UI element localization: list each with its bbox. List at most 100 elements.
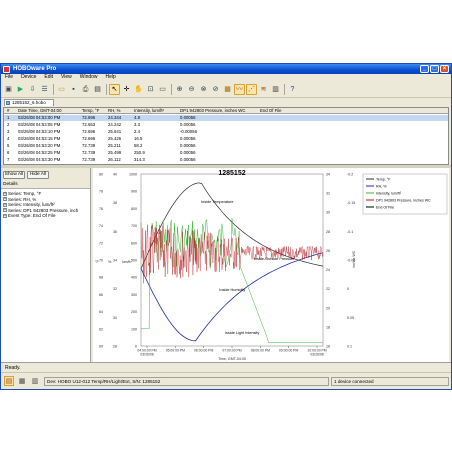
tree-item-intensity[interactable]: + Series: Intensity, lum/ft² xyxy=(3,202,55,207)
show-all-button[interactable]: Show All xyxy=(3,171,25,179)
tick-label: 30 xyxy=(113,316,117,320)
cell-datetime: 03/26/08 04:53:15 PM xyxy=(18,136,61,141)
save-icon[interactable]: ▪ xyxy=(72,86,75,93)
graph-view-icon[interactable]: ▤ xyxy=(4,376,14,386)
axis-label-pressure: inches WC xyxy=(352,250,356,268)
cell-datetime: 03/26/08 04:53:25 PM xyxy=(18,150,61,155)
print-icon[interactable]: ⎙ xyxy=(82,86,89,93)
table-row[interactable]: 7 03/26/08 04:53:30 PM 72.739 26.112 314.3 0.… xyxy=(4,157,448,163)
crosshair-icon[interactable]: ✛ xyxy=(123,86,130,93)
pane-splitter[interactable] xyxy=(1,165,451,168)
readout-icon[interactable]: ⇩ xyxy=(29,86,36,93)
marker-icon[interactable]: ⋰ xyxy=(246,84,257,95)
tick-label: 900 xyxy=(131,190,137,194)
cell-index: 6 xyxy=(7,150,10,155)
tree-item-temp[interactable]: + Series: Temp, °F xyxy=(3,191,42,196)
cell-pressure: 0.00056 xyxy=(180,150,196,155)
tick-label: 40 xyxy=(113,173,117,177)
tick-label: 72 xyxy=(99,241,103,245)
table-row[interactable]: 5 03/26/08 04:53:20 PM 72.739 25.211 58.2 0.0… xyxy=(4,143,448,149)
line-style-icon[interactable]: 〰 xyxy=(234,84,245,95)
graph-svg[interactable]: 1285152 60 62 64 66 68 70 72 74 76 78 80 28 30 32 34 36 3… xyxy=(93,168,449,362)
legend-icon[interactable]: ≋ xyxy=(260,86,267,93)
toolbar-separator xyxy=(106,84,107,95)
series-rh-line xyxy=(140,252,324,342)
toolbar-separator xyxy=(53,84,54,95)
expand-icon[interactable]: + xyxy=(3,191,7,196)
cell-pressure: -0.00056 xyxy=(180,129,197,134)
zoom-y-icon[interactable]: ⊘ xyxy=(212,86,219,93)
tick-label: 76 xyxy=(99,207,103,211)
graph-area[interactable]: 1285152 60 62 64 66 68 70 72 74 76 78 80 28 30 32 34 36 3… xyxy=(93,168,449,362)
table-view-icon[interactable]: ▦ xyxy=(18,378,26,385)
toolbar-separator xyxy=(284,84,285,95)
menu-help[interactable]: Help xyxy=(105,74,116,80)
expand-icon[interactable]: + xyxy=(3,202,7,207)
zoom-out-icon[interactable]: ⊖ xyxy=(188,86,195,93)
cell-intensity: 3.3 xyxy=(134,122,140,127)
tick-label: -0.2 xyxy=(347,173,353,177)
menu-file[interactable]: File xyxy=(5,74,14,80)
col-header-pressure[interactable]: DP1 942803 Pressure, inches WC xyxy=(180,108,246,113)
close-button[interactable]: × xyxy=(440,65,449,73)
zoom-box-icon[interactable]: ▭ xyxy=(159,86,166,93)
col-header-eof[interactable]: End Of File xyxy=(260,108,282,113)
expand-icon[interactable]: + xyxy=(3,213,7,218)
plot-frame xyxy=(140,173,324,347)
col-header-index[interactable]: # xyxy=(7,108,10,113)
hide-all-button[interactable]: Hide All xyxy=(27,171,49,179)
cell-datetime: 03/26/08 04:53:30 PM xyxy=(18,157,61,162)
details-tree[interactable]: + Series: Temp, °F + Series: RH, % + Series… xyxy=(1,188,90,362)
cell-temp: 72.739 xyxy=(82,150,96,155)
menu-view[interactable]: View xyxy=(60,74,72,80)
table-row[interactable]: 1 03/26/08 04:53:00 PM 72.696 24.344 4.8 0.00… xyxy=(4,115,448,121)
zoom-in-icon[interactable]: ⊕ xyxy=(176,86,183,93)
cell-index: 2 xyxy=(7,122,10,127)
tick-label: 500 xyxy=(131,259,137,263)
zoom-x-icon[interactable]: ⊗ xyxy=(200,86,207,93)
col-header-rh[interactable]: RH, % xyxy=(108,108,121,113)
launch-icon[interactable]: ▶ xyxy=(17,86,24,93)
col-header-intensity[interactable]: Intensity, lum/ft² xyxy=(134,108,165,113)
maximize-button[interactable]: □ xyxy=(430,65,439,73)
help-icon[interactable]: ? xyxy=(290,86,295,93)
hoboware-window: HOBOware Pro _ □ × File Device Edit View Win… xyxy=(0,63,452,390)
device-icon[interactable]: ▣ xyxy=(5,86,12,93)
annotation-label: Inside Temperature xyxy=(201,200,233,204)
open-icon[interactable]: ▭ xyxy=(58,86,65,93)
zoom-reset-icon[interactable]: ⊡ xyxy=(147,86,154,93)
title-bar[interactable]: HOBOware Pro _ □ × xyxy=(1,64,451,74)
table-row[interactable]: 3 03/26/08 04:53:10 PM 72.696 25.641 2.4 -0.0… xyxy=(4,129,448,135)
table-row[interactable]: 6 03/26/08 04:53:25 PM 72.739 25.499 250.9 0.… xyxy=(4,150,448,156)
cell-index: 4 xyxy=(7,136,10,141)
expand-icon[interactable]: + xyxy=(3,208,7,213)
table-row[interactable]: 2 03/26/08 04:53:05 PM 72.653 24.242 3.3 0.00… xyxy=(4,122,448,128)
split-view-icon[interactable]: ▥ xyxy=(31,378,39,385)
x-tick-label: 09:00:00 PM xyxy=(279,349,298,353)
hand-icon[interactable]: ✋ xyxy=(134,86,143,93)
menu-edit[interactable]: Edit xyxy=(44,74,53,80)
print-preview-icon[interactable]: ▤ xyxy=(94,86,101,93)
tick-label: 20 xyxy=(326,306,330,310)
col-header-datetime[interactable]: Date Time, GMT-04:00 xyxy=(18,108,62,113)
expand-icon[interactable]: + xyxy=(3,197,7,202)
grid-icon[interactable]: ▦ xyxy=(224,86,231,93)
table-header: # Date Time, GMT-04:00 Temp, °F RH, % In… xyxy=(4,108,448,114)
status-icon[interactable]: ☰ xyxy=(41,86,48,93)
menu-window[interactable]: Window xyxy=(79,74,98,80)
table-row[interactable]: 4 03/26/08 04:53:15 PM 72.696 25.426 16.5 0.0… xyxy=(4,136,448,142)
menu-device[interactable]: Device xyxy=(21,74,37,80)
tree-item-eof[interactable]: + Event Type: End Of File xyxy=(3,213,56,218)
graph-options-icon[interactable]: ▥ xyxy=(272,86,279,93)
tick-label: 66 xyxy=(99,293,103,297)
pointer-icon[interactable]: ↖ xyxy=(109,84,120,95)
tree-item-rh[interactable]: + Series: RH, % xyxy=(3,196,37,202)
data-table[interactable]: # Date Time, GMT-04:00 Temp, °F RH, % In… xyxy=(3,107,449,165)
legend-entry: RH, % xyxy=(376,184,387,188)
tick-label: 400 xyxy=(131,276,137,280)
tree-item-pressure[interactable]: + Series: DP1 942803 Pressure, inch xyxy=(3,207,79,213)
col-header-temp[interactable]: Temp, °F xyxy=(82,108,100,113)
minimize-button[interactable]: _ xyxy=(420,65,429,73)
cell-intensity: 314.3 xyxy=(134,157,145,162)
tab-document[interactable]: 1285152_6.hobo xyxy=(4,99,54,106)
